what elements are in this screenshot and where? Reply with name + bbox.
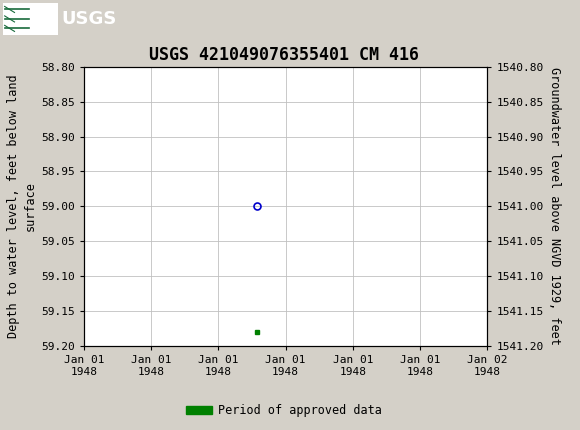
Bar xyxy=(3,3,58,35)
Y-axis label: Groundwater level above NGVD 1929, feet: Groundwater level above NGVD 1929, feet xyxy=(548,68,561,345)
Y-axis label: Depth to water level, feet below land
surface: Depth to water level, feet below land su… xyxy=(7,74,37,338)
Legend: Period of approved data: Period of approved data xyxy=(182,399,387,422)
Text: USGS: USGS xyxy=(61,10,116,28)
Text: USGS 421049076355401 CM 416: USGS 421049076355401 CM 416 xyxy=(149,46,419,64)
